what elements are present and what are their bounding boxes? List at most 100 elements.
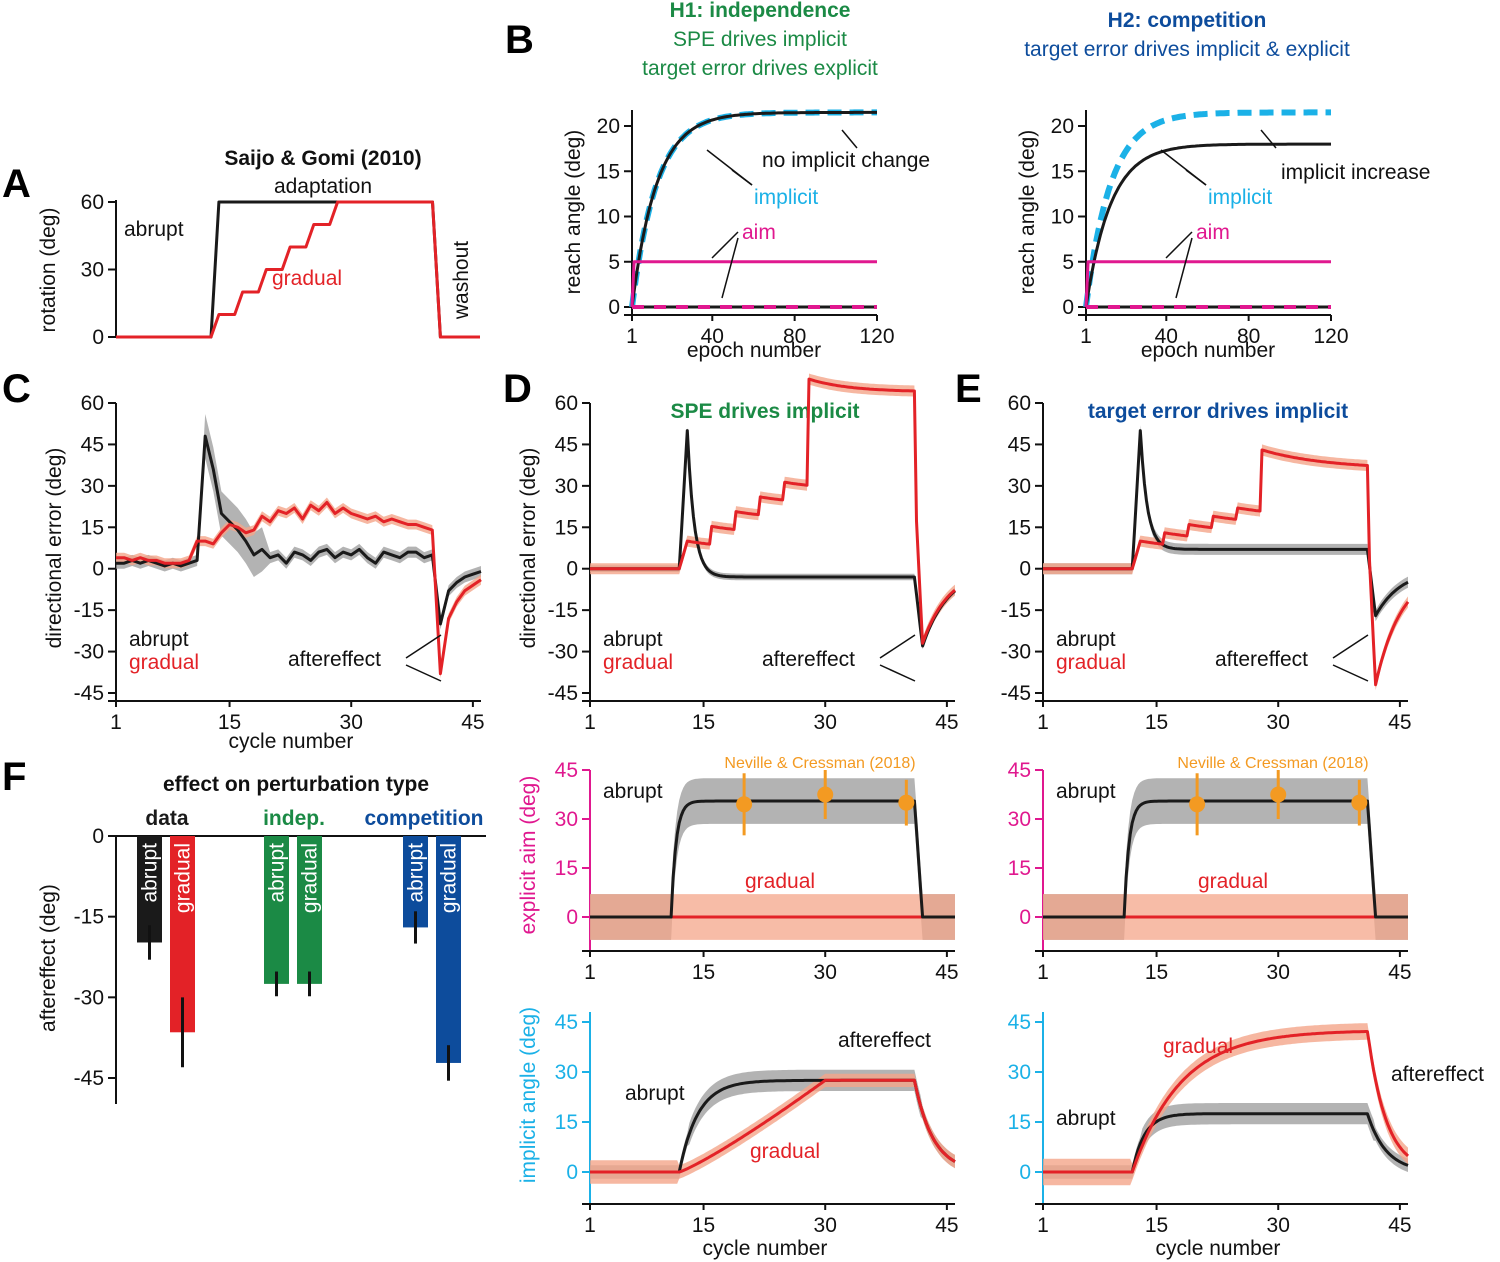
pointer-line: [1260, 129, 1277, 149]
y-axis-label: directional error (deg): [43, 448, 66, 649]
y-axis-label: reach angle (deg): [1016, 130, 1039, 295]
label-gradual: gradual: [1163, 1035, 1233, 1058]
panel-letter-a: A: [2, 162, 31, 206]
series-line-implicit-spe: [1084, 142, 1331, 308]
x-tick-label: 15: [692, 961, 715, 984]
y-tick-label: 20: [1051, 115, 1074, 138]
data-source-label: Neville & Cressman (2018): [1177, 755, 1368, 772]
x-tick-label: 1: [110, 711, 122, 734]
y-tick-label: 30: [1008, 1061, 1031, 1084]
y-tick-label: 60: [81, 191, 104, 214]
pointer-line: [1185, 169, 1207, 186]
pointer-line: [1332, 634, 1369, 659]
chart-subtitle: adaptation: [274, 175, 372, 198]
chart-title: H2: competition: [1108, 9, 1267, 32]
y-tick-label: 45: [1008, 433, 1031, 456]
plots-layer: 0 30 60 rotation (deg) Saijo & Gomi (2010) ad…: [37, 0, 1484, 1260]
panel-letter-e: E: [955, 367, 982, 411]
y-tick-label: 30: [555, 475, 578, 498]
group-label: indep.: [263, 807, 325, 830]
y-axis-label: reach angle (deg): [562, 130, 585, 295]
x-axis-label: epoch number: [687, 339, 821, 362]
y-tick-label: -45: [74, 1067, 104, 1090]
x-tick-label: 40: [701, 325, 724, 348]
data-point: [898, 794, 915, 811]
x-tick-label: 1: [584, 711, 596, 734]
x-tick-label: 15: [692, 711, 715, 734]
chart-subtitle-line: target error drives implicit & explicit: [1024, 38, 1350, 61]
y-tick-label: 45: [555, 433, 578, 456]
y-axis-label: implicit angle (deg): [517, 1007, 540, 1183]
y-tick-label: 45: [1008, 759, 1031, 782]
panel-letter-f: F: [2, 755, 26, 799]
legend-gradual: gradual: [603, 651, 673, 674]
y-axis-label: explicit aim (deg): [517, 776, 540, 935]
y-tick-label: -30: [74, 986, 104, 1009]
panel-e-aim-chart: 1 15 30 45 0 15 30 45 Neville & Cressman (2018) a…: [1008, 755, 1412, 984]
bar-label: gradual: [438, 843, 461, 913]
y-tick-label: 30: [555, 808, 578, 831]
series-line-gradual: [590, 377, 956, 645]
y-tick-label: 0: [566, 1161, 578, 1184]
data-point: [736, 796, 753, 813]
chart-title: H1: independence: [670, 0, 851, 22]
y-tick-label: -45: [74, 682, 104, 705]
bar-abrupt: [137, 836, 162, 943]
annotation-implicit: implicit: [754, 186, 818, 209]
x-tick-label: 1: [1037, 711, 1049, 734]
y-tick-label: 15: [555, 1111, 578, 1134]
bar-label: abrupt: [139, 843, 162, 903]
y-tick-label: -45: [548, 682, 578, 705]
data-point: [1270, 786, 1287, 803]
panel-letter-d: D: [503, 367, 532, 411]
x-tick-label: 45: [935, 1214, 958, 1237]
panel-a-chart: 0 30 60 rotation (deg) Saijo & Gomi (2010) ad…: [37, 147, 480, 349]
y-tick-label: 45: [1008, 1011, 1031, 1034]
x-axis-label: cycle number: [703, 1237, 828, 1260]
y-tick-label: 0: [1019, 558, 1031, 581]
x-tick-label: 15: [218, 711, 241, 734]
y-tick-label: 0: [608, 296, 620, 319]
x-tick-label: 1: [1080, 325, 1092, 348]
annotation-aftereffect: aftereffect: [288, 648, 381, 671]
y-axis-label: directional error (deg): [517, 448, 540, 649]
y-axis-label: aftereffect (deg): [37, 884, 60, 1032]
chart-title: target error drives implicit: [1088, 400, 1348, 423]
pointer-line: [841, 129, 858, 149]
pointer-line: [1175, 237, 1193, 299]
y-tick-label: -45: [1001, 682, 1031, 705]
label-aftereffect: aftereffect: [838, 1029, 931, 1052]
bar-abrupt: [264, 836, 289, 984]
x-tick-label: 15: [1145, 961, 1168, 984]
x-tick-label: 45: [1388, 711, 1411, 734]
pointer-line: [1165, 231, 1193, 259]
x-tick-label: 30: [814, 961, 837, 984]
bar-label: gradual: [172, 843, 195, 913]
legend-abrupt: abrupt: [129, 628, 189, 651]
pointer-line: [879, 664, 916, 682]
label-abrupt: abrupt: [1056, 1107, 1116, 1130]
series-line-implicit-spe: [630, 110, 877, 308]
y-tick-label: 5: [1062, 251, 1074, 274]
y-tick-label: 0: [566, 906, 578, 929]
x-tick-label: 45: [935, 711, 958, 734]
panel-f-chart: 0 -15 -30 -45 aftereffect (deg) effect on per…: [37, 773, 486, 1104]
series-line-abrupt: [1043, 799, 1408, 919]
label-abrupt: abrupt: [625, 1082, 685, 1105]
series-line-gradual: [1043, 1030, 1410, 1174]
bar-label: gradual: [299, 843, 322, 913]
series-line-abrupt: [590, 799, 955, 919]
panel-e-chart: 1 15 30 45 -45 -30 -15 0 15 30 45 60 target error dr…: [1001, 392, 1412, 734]
pointer-line: [879, 634, 916, 659]
bar-label: abrupt: [266, 843, 289, 903]
panel-b2-chart: 1 40 80 120 0 5 10 15 20 epoch number reach angle …: [1016, 9, 1430, 362]
x-tick-label: 30: [814, 711, 837, 734]
y-tick-label: 0: [1062, 296, 1074, 319]
series-line-implicit-target-error: [629, 109, 878, 308]
y-axis-label: rotation (deg): [37, 208, 60, 333]
panel-d-chart: 1 15 30 45 -45 -30 -15 0 15 30 45 60 directional err…: [517, 373, 959, 734]
panel-b1-chart: 1 40 80 120 0 5 10 15 20 epoch number reach angle …: [562, 0, 930, 362]
y-tick-label: -30: [74, 641, 104, 664]
y-tick-label: 15: [555, 516, 578, 539]
label-gradual: gradual: [1198, 870, 1268, 893]
